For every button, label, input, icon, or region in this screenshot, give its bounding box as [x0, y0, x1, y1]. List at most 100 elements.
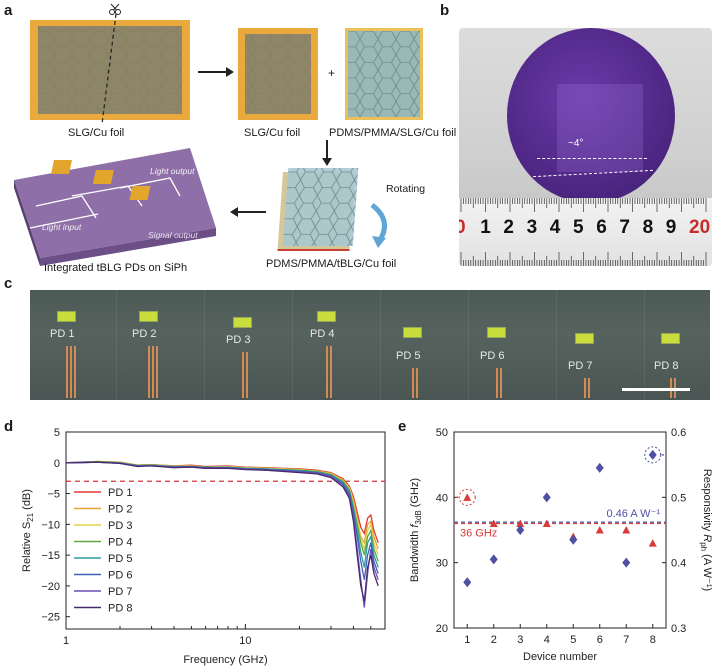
chart-d: 5 0 −5 −10 −15 −20 −251 10 Frequency (GHz) Relati…	[21, 427, 386, 666]
waveguide	[412, 368, 414, 398]
y-tick-label: −5	[47, 489, 60, 501]
responsivity-point	[542, 492, 551, 503]
pd-label: PD 4	[310, 328, 335, 340]
legend-label: PD 3	[108, 520, 132, 532]
scissors-icon	[109, 3, 121, 15]
waveguide	[246, 352, 248, 398]
panel-label-e: e	[398, 418, 407, 435]
ruler-digit: 8	[642, 217, 654, 238]
micrograph-panel: PD 1 PD 2 PD 3 PD 4 PD 5 PD 6 PD 7 PD 8	[30, 290, 710, 400]
y-right-axis-label: Responsivity Rph (A W⁻¹)	[699, 469, 713, 591]
legend-label: PD 6	[108, 570, 132, 582]
y-left-tick-label: 50	[436, 427, 448, 439]
ruler-ticks	[460, 198, 707, 266]
waveguide	[330, 346, 332, 398]
x-tick-label: 1	[63, 635, 69, 647]
plot-frame	[65, 431, 386, 630]
caption-slg-cu-left: SLG/Cu foil	[68, 127, 125, 139]
waveguide	[242, 352, 244, 398]
waveguide	[326, 346, 328, 398]
panel-label-d: d	[4, 418, 14, 435]
y-axis-label: Relative S21 (dB)	[21, 489, 35, 572]
ruler-digit: 0	[459, 217, 466, 238]
y-tick-label: −10	[41, 519, 60, 531]
legend-label: PD 7	[108, 586, 132, 598]
bandwidth-point	[542, 519, 551, 527]
electrode-pad	[404, 328, 421, 337]
bandwidth-point	[595, 526, 604, 534]
y-left-tick-label: 30	[436, 558, 448, 570]
cut-line	[101, 13, 117, 125]
highlight-circle	[458, 488, 476, 506]
bandwidth-point	[516, 519, 525, 527]
waveguide	[584, 378, 586, 398]
x-tick-label: 4	[544, 634, 550, 646]
x-axis-label: Device number	[523, 651, 597, 663]
highlight-circle	[644, 446, 662, 464]
y-left-tick-label: 40	[436, 492, 448, 504]
waveguide	[156, 346, 158, 398]
caption-rotating: Rotating	[386, 183, 426, 195]
y-left-tick-label: 20	[436, 623, 448, 635]
legend-label: PD 1	[108, 487, 132, 499]
x-tick-label: 3	[517, 634, 523, 646]
ruler-digit: 5	[573, 217, 584, 238]
x-tick-label: 8	[650, 634, 656, 646]
waveguide	[70, 346, 72, 398]
y-tick-label: −25	[41, 612, 60, 624]
bandwidth-point	[489, 519, 498, 527]
y-right-tick-label: 0.3	[671, 623, 686, 635]
electrode-pad	[140, 312, 157, 321]
ruler-digits: 0 1 2 3 4 5 6 7 8 9 20	[459, 217, 712, 239]
x-tick-label: 2	[491, 634, 497, 646]
responsivity-point	[516, 525, 525, 535]
panel-label-a: a	[4, 2, 13, 19]
waveguide	[66, 346, 68, 398]
electrode-pad	[234, 318, 251, 327]
arrow-right-icon	[198, 67, 234, 77]
pd-label: PD 5	[396, 350, 421, 362]
responsivity-point	[595, 462, 604, 473]
caption-pdms-slg: PDMS/PMMA/SLG/Cu foil	[329, 127, 457, 139]
legend-label: PD 4	[108, 537, 132, 549]
arrow-left-icon	[230, 207, 266, 217]
responsivity-point	[489, 554, 498, 565]
ruler	[459, 198, 712, 266]
ruler-digit: 9	[665, 217, 677, 238]
y-tick-label: 5	[54, 427, 60, 439]
label-light-output: Light output	[150, 166, 195, 176]
waveguide	[496, 368, 498, 398]
y-right-tick-label: 0.6	[671, 427, 686, 439]
ruler-digit: 2	[503, 217, 514, 238]
plus-sign: +	[328, 66, 336, 80]
ruler-digit: 4	[549, 217, 561, 238]
electrode-pad	[318, 312, 335, 321]
scale-bar	[622, 388, 690, 391]
bandwidth-point	[648, 539, 657, 547]
y-tick-label: −15	[41, 550, 60, 562]
legend-label: PD 2	[108, 504, 132, 516]
x-tick-label: 6	[597, 634, 603, 646]
legend-label: PD 5	[108, 553, 132, 565]
waveguide	[500, 368, 502, 398]
chart-e: 20 30 40 50 0.3 0.4 0.5 0.6 1 2 3 4 5 6 7 8 Device numbe…	[409, 427, 713, 663]
legend-label: PD 8	[108, 603, 132, 615]
mean-line-label: 0.46 A W⁻¹	[607, 508, 661, 520]
siph-chip	[14, 148, 216, 266]
waveguide	[148, 346, 150, 398]
responsivity-point	[463, 577, 472, 588]
ruler-digit: 3	[526, 217, 538, 238]
panel-label-b: b	[440, 2, 450, 19]
pd-label: PD 3	[226, 334, 251, 346]
y-tick-label: 0	[54, 458, 60, 470]
y-tick-label: −20	[41, 581, 60, 593]
label-signal-output: Signal output	[148, 230, 198, 240]
ruler-digit: 1	[480, 217, 491, 238]
panel-label-c: c	[4, 275, 13, 292]
plot-frame	[453, 431, 667, 629]
waveguide	[74, 346, 76, 398]
series-line	[65, 461, 379, 602]
mean-line-label: 36 GHz	[460, 527, 497, 539]
electrode-pad	[58, 312, 75, 321]
pd-label: PD 7	[568, 360, 593, 372]
